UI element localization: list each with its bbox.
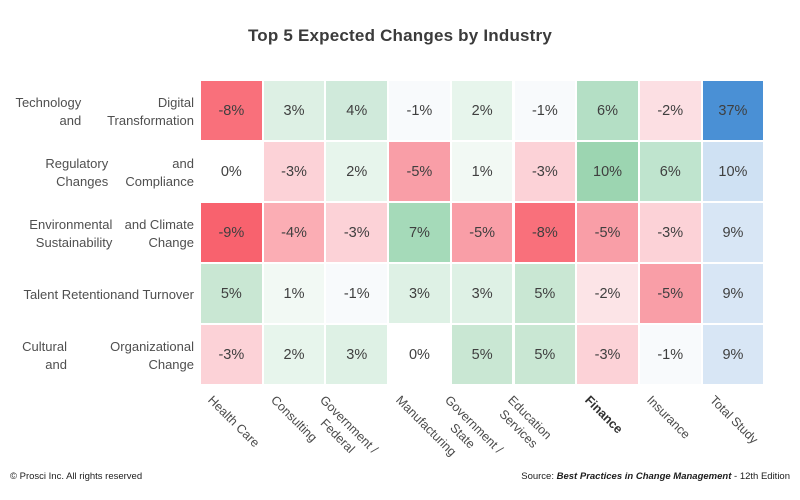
heatmap-cell: -3% — [326, 203, 388, 262]
page-title: Top 5 Expected Changes by Industry — [247, 26, 553, 45]
heatmap-cell: 2% — [326, 142, 388, 201]
heatmap-cell: 2% — [451, 81, 513, 140]
heatmap-cell: 9% — [702, 203, 764, 262]
heatmap-cell: 1% — [451, 142, 513, 201]
heatmap-cell: 6% — [577, 81, 638, 140]
heatmap-cell: 0% — [389, 325, 450, 384]
heatmap-cell: 5% — [201, 264, 262, 323]
source-book-title: Best Practices in Change Management — [556, 471, 732, 482]
column-label: Health Care — [205, 393, 263, 451]
source-prefix: Source: — [521, 471, 557, 482]
heatmap-cell: 7% — [389, 203, 450, 262]
heatmap-cell: 3% — [451, 264, 513, 323]
heatmap-cell: -8% — [201, 81, 262, 140]
heatmap-cell: 10% — [577, 142, 638, 201]
row-label: Talent Retention and Turnover — [23, 286, 194, 302]
column-label: Finance — [581, 393, 625, 437]
heatmap-cell: 5% — [514, 264, 576, 323]
heatmap-cell: -1% — [639, 325, 701, 384]
heatmap-cell: 4% — [326, 81, 388, 140]
heatmap-cell: 9% — [702, 264, 764, 323]
column-label: Insurance — [644, 393, 694, 442]
heatmap-cell: -3% — [639, 203, 701, 262]
source-text: Source: Best Practices in Change Managem… — [521, 471, 790, 482]
heatmap-cell: -1% — [514, 81, 576, 140]
row-label: Technology and Digital Transformation — [15, 94, 194, 128]
heatmap-cell: -8% — [514, 203, 576, 262]
heatmap-cell: 3% — [389, 264, 450, 323]
copyright-text: © Prosci Inc. All rights reserved — [10, 471, 143, 482]
heatmap-cell: 3% — [326, 325, 388, 384]
heatmap-cell: 5% — [451, 325, 513, 384]
heatmap-cell: -3% — [263, 142, 325, 201]
heatmap-cell: -2% — [577, 264, 638, 323]
heatmap-cell: -3% — [201, 325, 262, 384]
row-label: Environmental Sustainability and Climate … — [29, 216, 194, 250]
heatmap-cell: 3% — [263, 81, 325, 140]
heatmap-cell: -9% — [201, 203, 262, 262]
heatmap-cell: -3% — [514, 142, 576, 201]
heatmap-cell: -1% — [389, 81, 450, 140]
heatmap-cell: -4% — [263, 203, 325, 262]
heatmap-cell: 1% — [263, 264, 325, 323]
heatmap-cell: 37% — [702, 81, 764, 140]
heatmap-cell: 2% — [263, 325, 325, 384]
source-suffix: - 12th Edition — [731, 471, 790, 482]
row-label: Regulatory Changes and Compliance — [45, 155, 194, 189]
heatmap-cell: 9% — [702, 325, 764, 384]
heatmap-cell: -1% — [326, 264, 388, 323]
row-label: Cultural and Organizational Change — [22, 338, 194, 372]
heatmap-cell: 0% — [201, 142, 262, 201]
heatmap-cell: -5% — [577, 203, 638, 262]
heatmap-cell: 10% — [702, 142, 764, 201]
heatmap-cell: -3% — [577, 325, 638, 384]
heatmap-cell: 5% — [514, 325, 576, 384]
column-label: Total Study — [707, 393, 761, 447]
heatmap-cell: -5% — [389, 142, 450, 201]
heatmap-cell: -5% — [639, 264, 701, 323]
heatmap-cell: -2% — [639, 81, 701, 140]
heatmap-cell: 6% — [639, 142, 701, 201]
heatmap-cell: -5% — [451, 203, 513, 262]
